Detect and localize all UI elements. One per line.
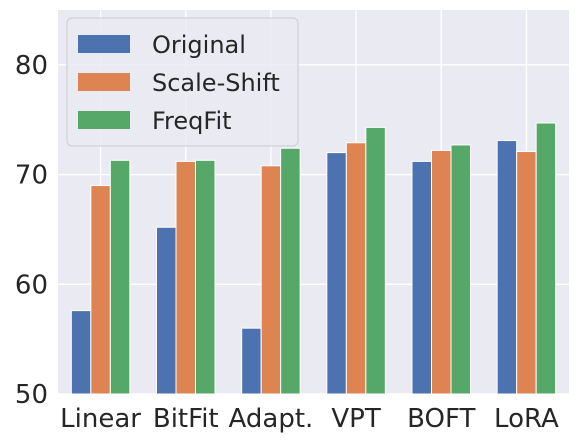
bar-original-boft [411,160,432,395]
y-tick-labels: 50 60 70 80 [15,51,48,410]
bar-scale-shift-adapt [260,165,282,395]
legend-swatch-original [78,35,130,53]
x-tick-label: Adapt. [229,404,314,434]
legend-swatch-freqfit [78,111,130,129]
legend: Original Scale-Shift FreqFit [66,17,299,147]
bars-group [70,122,557,395]
legend-label: FreqFit [152,107,232,135]
x-tick-label: BitFit [153,404,219,434]
bar-freqfit-linear [109,159,131,395]
legend-label: Original [152,31,246,59]
bar-freqfit-bitfit [195,159,216,395]
bar-scale-shift-linear [90,185,111,395]
bar-scale-shift-lora [516,151,537,395]
bar-original-bitfit [156,226,177,395]
x-tick-labels: Linear BitFit Adapt. VPT BOFT LoRA [60,404,559,434]
x-tick-label: Linear [60,404,141,434]
y-tick-label: 60 [15,270,48,300]
x-tick-label: BOFT [407,404,475,434]
bar-freqfit-adapt [280,147,301,395]
y-tick-label: 70 [15,161,48,191]
bar-original-lora [496,140,518,395]
y-tick-label: 80 [15,51,48,81]
x-tick-label: LoRA [494,404,559,434]
y-tick-label: 50 [15,380,48,410]
bar-scale-shift-vpt [345,142,367,395]
bar-scale-shift-boft [431,149,452,395]
bar-freqfit-lora [535,122,557,395]
x-tick-label: VPT [331,404,380,434]
legend-label: Scale-Shift [152,69,280,97]
bar-freqfit-boft [450,144,471,395]
legend-swatch-scale-shift [78,73,130,91]
bar-original-linear [70,310,92,395]
bar-scale-shift-bitfit [175,160,196,395]
bar-original-adapt [241,327,262,395]
bar-original-vpt [326,152,347,395]
bar-freqfit-vpt [365,126,386,395]
